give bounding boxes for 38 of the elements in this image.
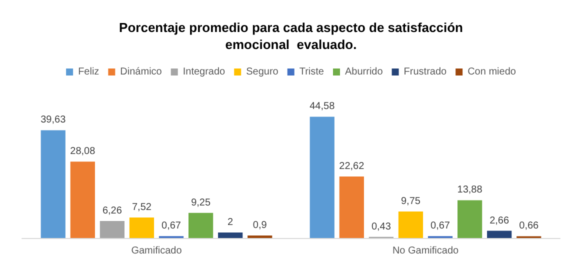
legend-label: Frustrado: [404, 66, 448, 78]
bar: [70, 162, 95, 238]
data-label: 9,75: [401, 196, 421, 207]
legend-label: Feliz: [78, 66, 100, 78]
data-label: 28,08: [70, 146, 96, 158]
bar: [398, 211, 424, 238]
data-label: 0,67: [162, 220, 182, 232]
bar: [188, 212, 214, 238]
bar: [218, 232, 243, 238]
chart-title: Porcentaje promedio para cada aspecto de satisfacción emocional evaluado.: [119, 20, 464, 52]
data-label: 22,62: [339, 160, 365, 172]
data-label: 44,58: [310, 101, 336, 112]
data-label: 2,66: [490, 215, 510, 226]
data-label: 39,63: [40, 114, 66, 126]
bar: [457, 200, 482, 238]
data-label: 0,43: [371, 221, 392, 232]
x-tick-label: No Gamificado: [392, 246, 460, 256]
legend-label: Aburrido: [344, 66, 384, 78]
data-label: 2: [228, 217, 234, 228]
data-label: 0,66: [519, 220, 540, 232]
legend-label: Con miedo: [468, 66, 516, 78]
bar: [339, 176, 364, 238]
bar: [129, 218, 154, 238]
legend-label: Dinámico: [120, 66, 162, 78]
data-label: 6,26: [102, 205, 122, 216]
data-label: 0,9: [252, 220, 268, 232]
legend-label: Seguro: [246, 66, 279, 78]
bar: [310, 116, 334, 238]
legend-label: Integrado: [182, 66, 226, 78]
data-label: 9,25: [191, 197, 211, 208]
bar: [100, 220, 125, 238]
bar: [487, 230, 512, 238]
x-tick-label: Gamificado: [131, 246, 182, 256]
bar: [40, 130, 66, 238]
data-label: 13,88: [457, 184, 483, 196]
data-label: 7,52: [132, 202, 152, 214]
data-label: 0,67: [430, 220, 450, 232]
legend-label: Triste: [299, 66, 324, 78]
